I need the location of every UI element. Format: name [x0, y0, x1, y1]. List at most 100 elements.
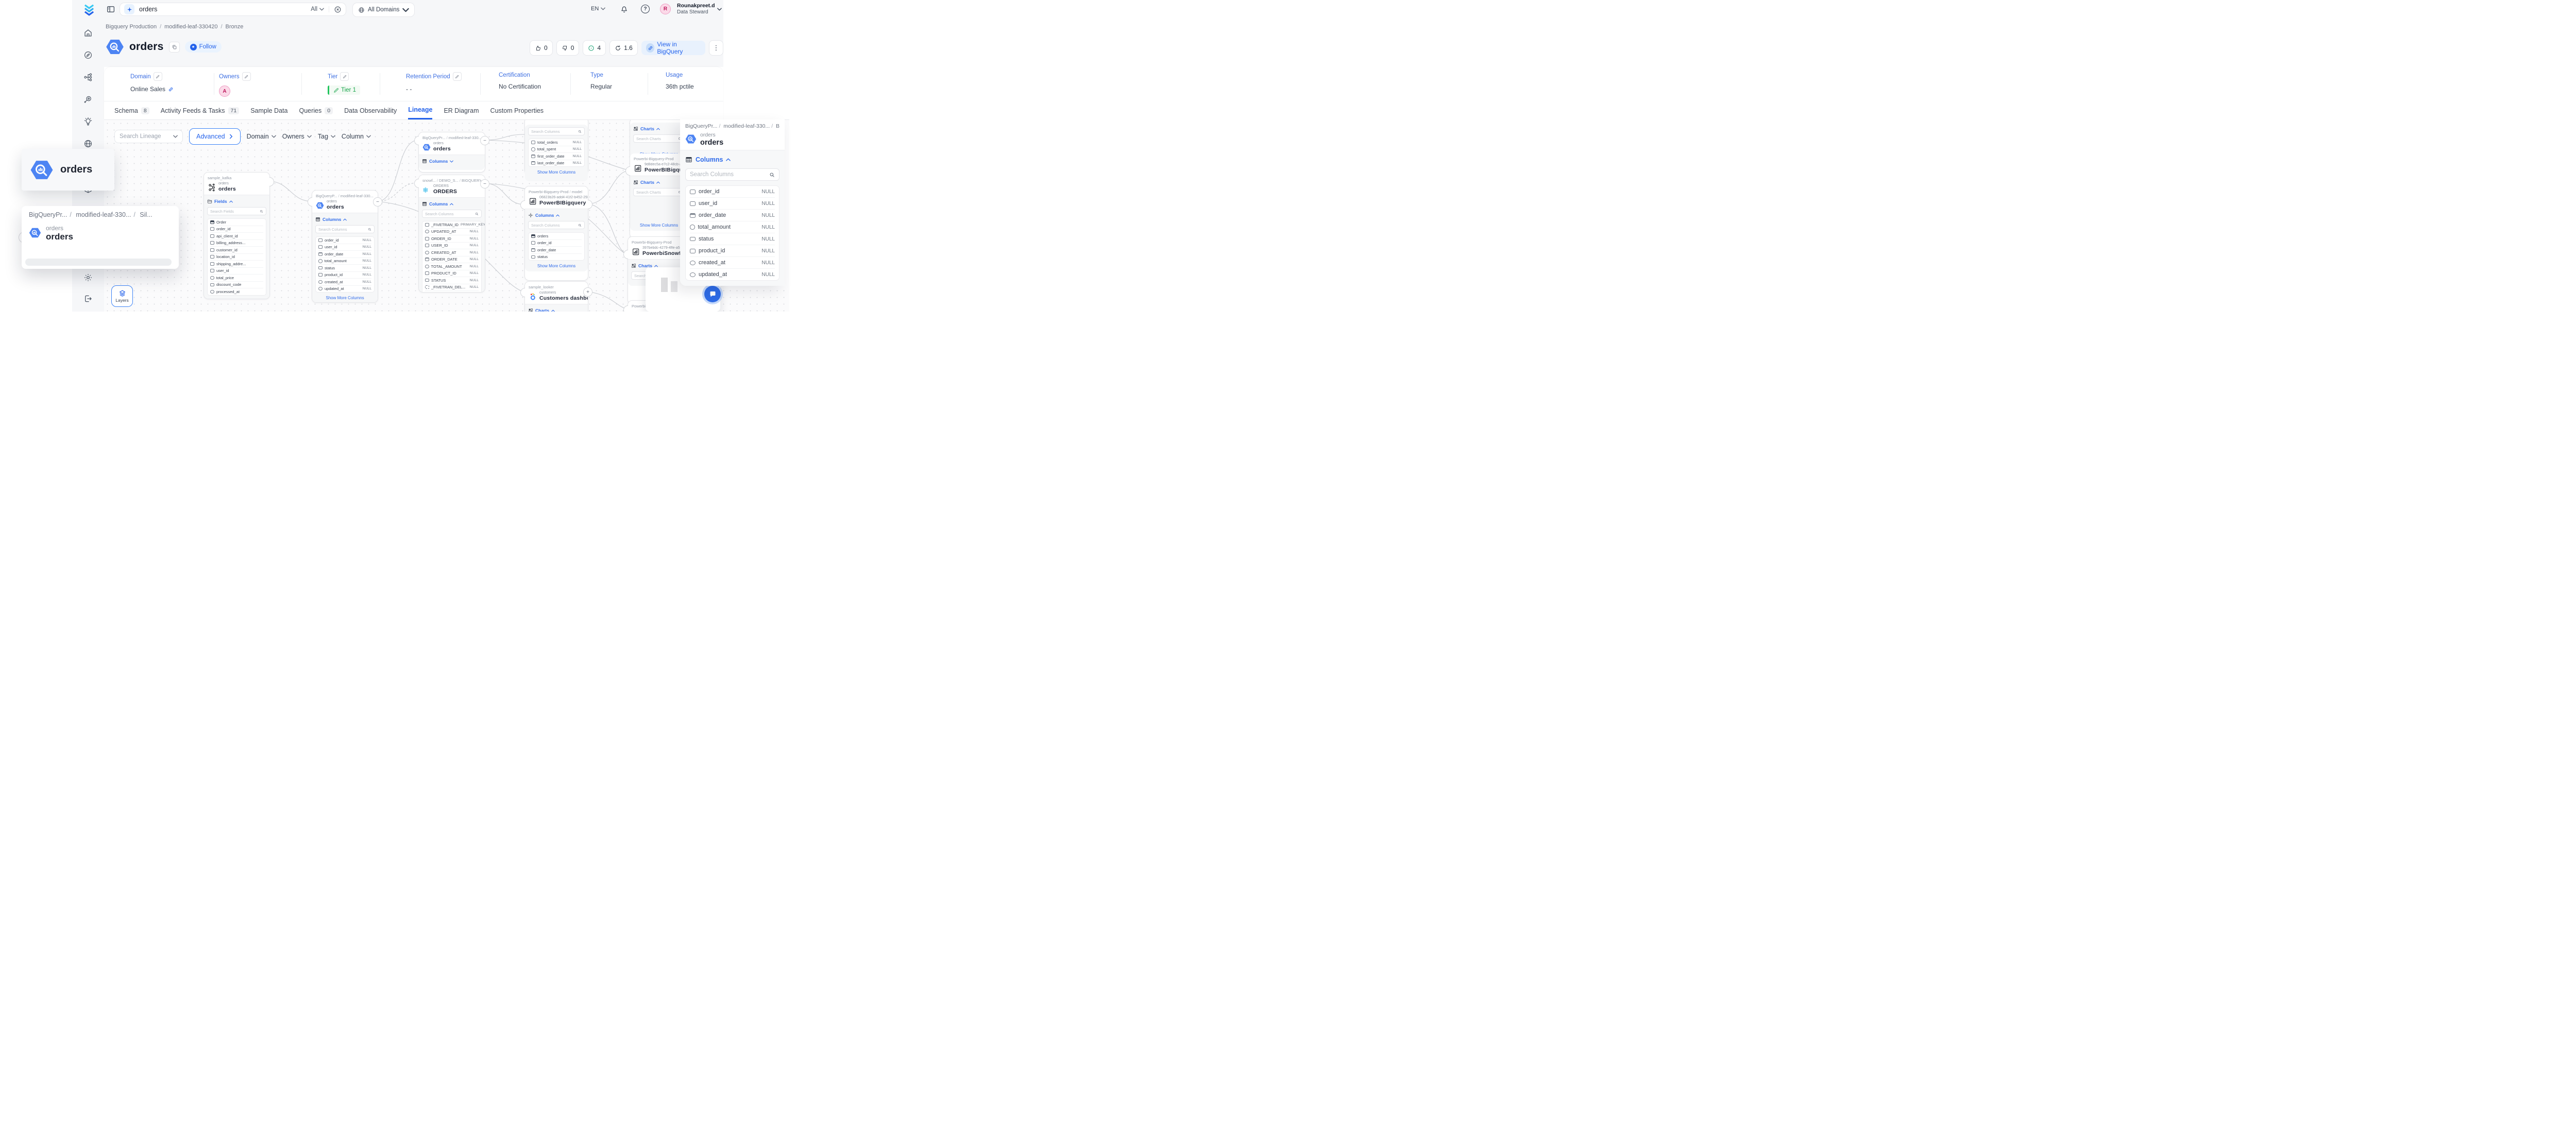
column-row[interactable]: CREATED_AT NULL — [425, 249, 479, 256]
node-section-toggle[interactable]: Charts — [528, 308, 585, 312]
column-row[interactable]: location_id — [210, 254, 263, 261]
filter-owners[interactable]: Owners — [282, 133, 312, 140]
show-more-link[interactable]: Show More Columns — [326, 296, 364, 300]
owner-avatar[interactable]: A — [219, 85, 230, 97]
column-row[interactable]: total_amount NULL — [318, 258, 371, 265]
node-section-toggle[interactable]: Fields — [207, 199, 266, 204]
node-search-input[interactable]: Search Columns — [528, 127, 585, 135]
tab-schema[interactable]: Schema 8 — [114, 101, 149, 119]
sidebar-item-settings[interactable] — [83, 273, 93, 282]
sidebar-item-discover[interactable] — [83, 50, 93, 60]
like-button[interactable]: 0 — [530, 40, 553, 56]
panel-column-row[interactable]: created_at NULL — [690, 257, 775, 269]
all-domains-dropdown[interactable]: All Domains — [352, 3, 415, 17]
column-row[interactable]: USER_ID NULL — [425, 243, 479, 249]
column-row[interactable]: _FIVETRAN_ID PRIMARY_KEY — [425, 221, 485, 229]
column-row[interactable]: orders — [531, 233, 582, 240]
issues-button[interactable]: 4 — [583, 40, 606, 56]
panel-column-row[interactable]: product_id NULL — [690, 245, 775, 257]
column-row[interactable]: _FIVETRAN_DEL... NULL — [425, 284, 479, 291]
panel-breadcrumb[interactable]: BigQueryPr.../ modified-leaf-330.../ Bro… — [685, 123, 779, 129]
edit-domain-button[interactable] — [153, 72, 162, 81]
sidebar-item-metadata[interactable] — [83, 95, 93, 104]
search-clear-icon[interactable] — [334, 6, 342, 13]
column-row[interactable]: total_spent NULL — [531, 146, 582, 153]
view-in-bigquery-button[interactable]: View in BigQuery — [641, 41, 706, 55]
node-section-toggle[interactable]: Charts — [633, 180, 685, 185]
sidebar-item-home[interactable] — [83, 28, 93, 38]
global-search[interactable]: orders All — [120, 3, 346, 16]
node-section-toggle[interactable]: Columns — [528, 213, 585, 218]
advanced-button[interactable]: Advanced — [189, 128, 241, 145]
node-search-input[interactable]: Search Charts — [633, 188, 685, 196]
user-menu[interactable]: Rounakpreet.d Data Steward — [677, 3, 715, 16]
node-port[interactable]: + — [583, 287, 592, 297]
column-row[interactable]: api_client_id — [210, 233, 263, 240]
column-row[interactable]: order_date — [531, 247, 582, 254]
filter-domain[interactable]: Domain — [247, 133, 276, 140]
panel-column-row[interactable]: total_amount NULL — [690, 221, 775, 233]
column-row[interactable]: PRODUCT_ID NULL — [425, 270, 479, 277]
node-section-toggle[interactable]: Columns — [422, 201, 482, 207]
show-more-link[interactable]: Show More Columns — [639, 223, 679, 228]
column-row[interactable]: STATUS NULL — [425, 277, 479, 284]
tab-custom-properties[interactable]: Custom Properties — [490, 107, 544, 114]
column-row[interactable]: order_date NULL — [318, 251, 371, 258]
notifications-bell-icon[interactable] — [620, 5, 629, 13]
user-avatar[interactable]: R — [660, 4, 671, 14]
node-search-input[interactable]: Search Fields — [207, 207, 266, 215]
tier-badge[interactable]: Tier 1 — [328, 85, 360, 95]
column-row[interactable]: order_id — [531, 240, 582, 247]
lineage-node-snowflake[interactable]: −snowf.../DEMO_S.../BIGQUERYPROD_B... ❄ OR… — [414, 175, 489, 293]
column-row[interactable]: last_order_date NULL — [531, 160, 582, 167]
edit-tier-button[interactable] — [340, 72, 349, 81]
copy-link-button[interactable] — [168, 41, 180, 53]
column-row[interactable]: Order — [210, 219, 263, 226]
lineage-node-kafka[interactable]: sample_kafka orders orders Fields Search Fie… — [204, 172, 274, 299]
sidebar-item-logout[interactable] — [83, 294, 93, 303]
column-row[interactable]: processed_at — [210, 288, 263, 295]
search-scope-dropdown[interactable]: All — [311, 6, 329, 12]
edit-owners-button[interactable] — [242, 72, 251, 81]
tab-activity-feeds[interactable]: Activity Feeds & Tasks 71 — [161, 101, 240, 119]
column-row[interactable]: order_id NULL — [318, 237, 371, 244]
sidebar-item-domains[interactable] — [83, 139, 93, 148]
panel-search-input[interactable]: Search Columns — [685, 168, 779, 181]
sidebar-item-insights[interactable] — [83, 117, 93, 126]
column-row[interactable]: total_orders NULL — [531, 139, 582, 146]
lineage-node-bronze[interactable]: −BigQueryP.../modified-leaf-330.../Bro..… — [308, 190, 382, 303]
node-search-input[interactable]: Search Charts — [633, 134, 685, 143]
panel-column-row[interactable]: order_id NULL — [690, 186, 775, 198]
filter-tag[interactable]: Tag — [318, 133, 335, 140]
panel-column-row[interactable]: order_date NULL — [690, 210, 775, 221]
dislike-button[interactable]: 0 — [556, 40, 580, 56]
panel-column-row[interactable]: status NULL — [690, 233, 775, 245]
column-row[interactable]: ORDER_ID NULL — [425, 235, 479, 243]
column-row[interactable]: first_order_date NULL — [531, 153, 582, 160]
column-row[interactable]: updated_at NULL — [318, 286, 371, 293]
follow-button[interactable]: Follow — [184, 41, 222, 53]
language-dropdown[interactable]: EN — [591, 6, 605, 12]
column-row[interactable]: user_id NULL — [318, 244, 371, 251]
refresh-score-button[interactable]: 1.6 — [609, 40, 638, 56]
edit-retention-button[interactable] — [452, 72, 462, 81]
tab-data-observability[interactable]: Data Observability — [344, 107, 397, 114]
column-row[interactable]: TOTAL_AMOUNT NULL — [425, 263, 479, 270]
node-port[interactable]: − — [480, 179, 489, 188]
atlan-logo-icon[interactable] — [82, 3, 96, 16]
sidebar-toggle-icon[interactable] — [106, 5, 115, 14]
sidebar-item-lineage[interactable] — [83, 73, 93, 82]
search-input[interactable]: orders — [139, 6, 158, 13]
node-port[interactable]: − — [480, 136, 489, 145]
column-row[interactable]: UPDATED_AT NULL — [425, 229, 479, 235]
tab-queries[interactable]: Queries 0 — [299, 101, 333, 119]
column-row[interactable]: status — [531, 254, 582, 261]
column-row[interactable]: user_id — [210, 268, 263, 274]
panel-column-row[interactable]: user_id NULL — [690, 198, 775, 210]
column-row[interactable]: customer_id — [210, 247, 263, 254]
node-section-toggle[interactable]: Columns — [422, 159, 482, 164]
node-section-toggle[interactable]: Charts — [633, 126, 685, 131]
node-section-toggle[interactable]: Charts — [631, 263, 684, 268]
lineage-node-pbimodel[interactable]: Powerbi-Bigquery-Prod / model 06823b26-add4… — [520, 186, 592, 281]
